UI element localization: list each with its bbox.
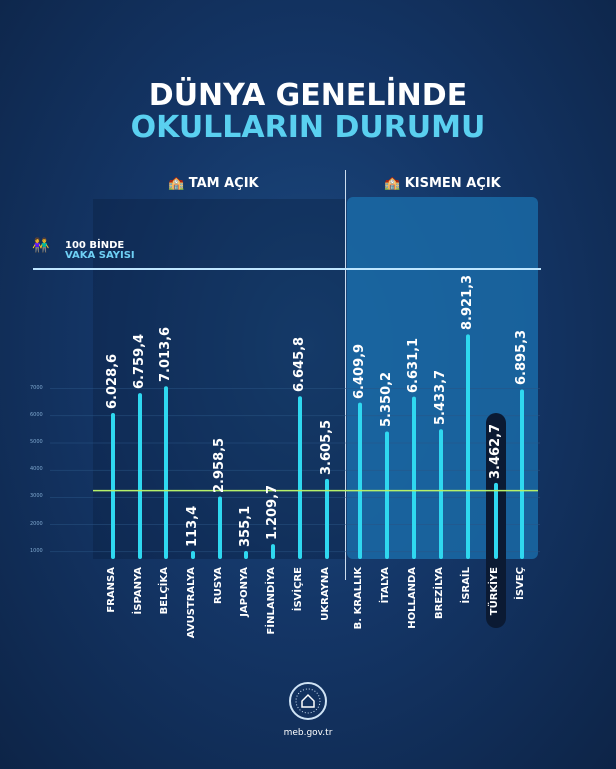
y-tick-label: 6000 — [30, 411, 43, 418]
y-tick-label: 5000 — [30, 439, 43, 445]
value-label: 6.631,1 — [406, 337, 421, 393]
value-label: 2.958,5 — [212, 437, 227, 493]
legend-line1: 100 BİNDE — [65, 240, 125, 251]
category-label: HOLLANDA — [407, 567, 418, 629]
section-divider — [345, 170, 346, 580]
school-icon: 🏫 — [168, 176, 189, 191]
y-tick-label: 3000 — [30, 493, 43, 500]
category-label: UKRAYNA — [320, 567, 331, 621]
header-line — [33, 268, 541, 270]
category-label: BREZİLYA — [434, 567, 445, 619]
value-label: 3.462,7 — [488, 423, 503, 479]
value-label: 1.209,7 — [265, 484, 280, 541]
category-label: İSRAİL — [461, 567, 472, 604]
legend: 100 BİNDE VAKA SAYISI — [43, 241, 135, 261]
legend-line2: VAKA SAYISI — [65, 250, 135, 261]
value-label: 6.645,8 — [292, 337, 307, 393]
school-icon: 🏫 — [384, 176, 405, 191]
section-partial-label: KISMEN AÇIK — [404, 176, 501, 191]
category-label: AVUSTRALYA — [186, 567, 197, 639]
section-open-label: TAM AÇIK — [188, 176, 259, 191]
y-tick-label: 4000 — [30, 466, 43, 473]
value-label: 5.433,7 — [433, 370, 448, 426]
y-tick-label: 1000 — [30, 547, 43, 554]
section-partial: 🏫 KISMEN AÇIK — [384, 176, 501, 191]
title-line2: OKULLARIN DURUMU — [130, 110, 486, 145]
category-label: BELÇİKA — [159, 567, 170, 615]
meb-logo — [289, 682, 327, 720]
value-label: 3.605,5 — [319, 419, 334, 475]
value-label: 6.759,4 — [132, 334, 147, 390]
category-label: B. KRALLIK — [353, 567, 364, 630]
value-label: 7.013,6 — [158, 327, 173, 383]
value-label: 113,4 — [185, 505, 200, 547]
category-label: İSVİÇRE — [293, 567, 304, 612]
value-label: 6.409,9 — [352, 343, 367, 399]
category-label: İSPANYA — [133, 567, 144, 615]
title-line1: DÜNYA GENELİNDE — [148, 78, 468, 113]
category-label: FRANSA — [106, 567, 117, 613]
people-icon: 👫 — [32, 238, 50, 254]
category-label: TÜRKİYE — [489, 567, 500, 616]
value-label: 8.921,3 — [460, 275, 475, 331]
y-tick-label: 2000 — [30, 520, 43, 527]
category-label: RUSYA — [213, 567, 224, 605]
category-label: İTALYA — [380, 567, 391, 604]
category-label: JAPONYA — [239, 567, 250, 617]
footer-url: meb.gov.tr — [283, 728, 333, 738]
category-label: FİNLANDİYA — [266, 567, 277, 635]
value-label: 6.028,6 — [105, 353, 120, 410]
value-label: 5.350,2 — [379, 372, 394, 428]
value-label: 6.895,3 — [514, 330, 529, 386]
y-tick-label: 7000 — [30, 384, 43, 391]
value-label: 355,1 — [238, 505, 253, 547]
section-open: 🏫 TAM AÇIK — [168, 176, 259, 191]
category-label: İSVEÇ — [515, 567, 526, 600]
